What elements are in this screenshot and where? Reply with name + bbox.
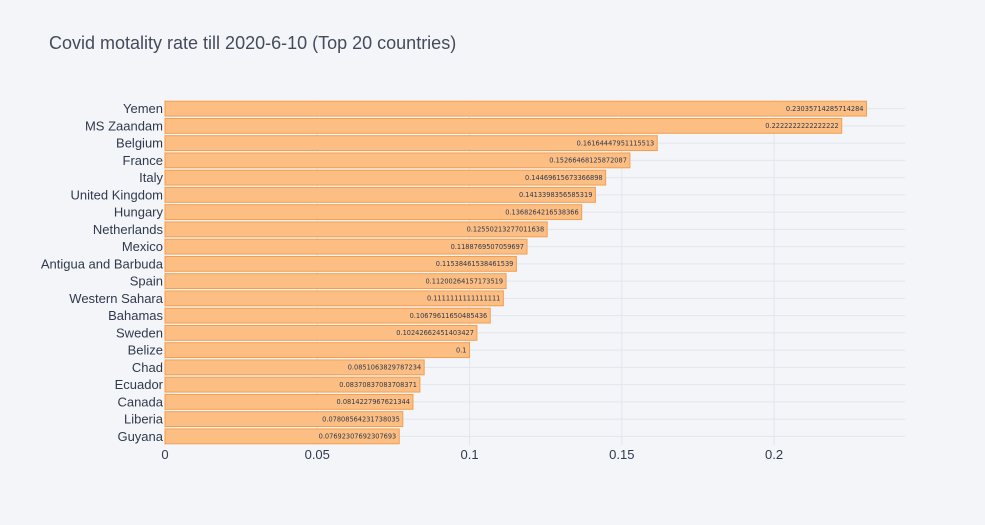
category-label: Chad xyxy=(132,360,163,375)
data-label: 0.23035714285714284 xyxy=(786,105,864,113)
bar xyxy=(164,324,478,341)
x-tick-label: 0.1 xyxy=(460,447,478,462)
data-label: 0.12550213277011638 xyxy=(467,226,545,234)
bar xyxy=(164,393,414,410)
bar xyxy=(164,221,548,238)
bar xyxy=(164,376,421,393)
category-label: Bahamas xyxy=(108,308,163,323)
category-label: Italy xyxy=(139,170,163,185)
bar xyxy=(164,169,607,186)
bar xyxy=(164,290,504,307)
bar xyxy=(164,204,583,221)
bar xyxy=(164,307,491,324)
data-label: 0.11538461538461539 xyxy=(436,260,514,268)
bar xyxy=(164,273,507,290)
data-label: 0.10679611650485436 xyxy=(410,312,488,320)
category-label: Belgium xyxy=(116,136,163,151)
category-label: MS Zaandam xyxy=(85,118,163,133)
category-label: Sweden xyxy=(116,325,163,340)
data-label: 0.16164447951115513 xyxy=(577,139,655,147)
category-label: Guyana xyxy=(117,429,163,444)
data-label: 0.1188769507059697 xyxy=(451,243,524,251)
chart-title: Covid motality rate till 2020-6-10 (Top … xyxy=(49,33,457,53)
data-label: 0.14469615673366898 xyxy=(525,174,603,182)
data-label: 0.1368264216538366 xyxy=(505,208,578,216)
category-label: Liberia xyxy=(124,412,164,427)
data-label: 0.08370837083708371 xyxy=(339,381,417,389)
bar xyxy=(164,428,400,445)
category-label: United Kingdom xyxy=(71,187,164,202)
category-label: Spain xyxy=(130,274,163,289)
data-label: 0.0814227967621344 xyxy=(337,398,410,406)
x-tick-label: 0.05 xyxy=(305,447,330,462)
bar xyxy=(164,152,631,169)
x-tick-label: 0.15 xyxy=(609,447,634,462)
x-tick-label: 0.2 xyxy=(765,447,783,462)
bar xyxy=(164,411,404,428)
category-label: Mexico xyxy=(122,239,163,254)
data-label: 0.1111111111111111 xyxy=(427,295,500,303)
bar xyxy=(164,342,471,359)
bar xyxy=(164,135,658,152)
category-label: Western Sahara xyxy=(69,291,163,306)
data-label: 0.15266468125872087 xyxy=(549,157,627,165)
data-label: 0.0851063829787234 xyxy=(348,364,421,372)
category-label: Antigua and Barbuda xyxy=(41,256,164,271)
category-label: Ecuador xyxy=(115,377,164,392)
bar xyxy=(164,255,517,272)
category-label: Netherlands xyxy=(93,222,164,237)
bar xyxy=(164,100,867,117)
data-label: 0.07808564231738035 xyxy=(322,415,400,423)
category-label: Yemen xyxy=(123,101,163,116)
x-tick-label: 0 xyxy=(161,447,168,462)
category-label: France xyxy=(123,153,163,168)
data-label: 0.11200264157173519 xyxy=(425,277,503,285)
category-label: Canada xyxy=(117,394,163,409)
bar xyxy=(164,186,596,203)
category-label: Hungary xyxy=(114,205,164,220)
bar xyxy=(164,238,528,255)
data-label: 0.10242662451403427 xyxy=(396,329,474,337)
bar xyxy=(164,359,425,376)
data-label: 0.07692307692307693 xyxy=(319,433,397,441)
category-label: Belize xyxy=(128,343,163,358)
data-label: 0.2222222222222222 xyxy=(765,122,838,130)
bar xyxy=(164,117,843,134)
data-label: 0.1413398356585319 xyxy=(519,191,592,199)
data-label: 0.1 xyxy=(456,346,467,354)
